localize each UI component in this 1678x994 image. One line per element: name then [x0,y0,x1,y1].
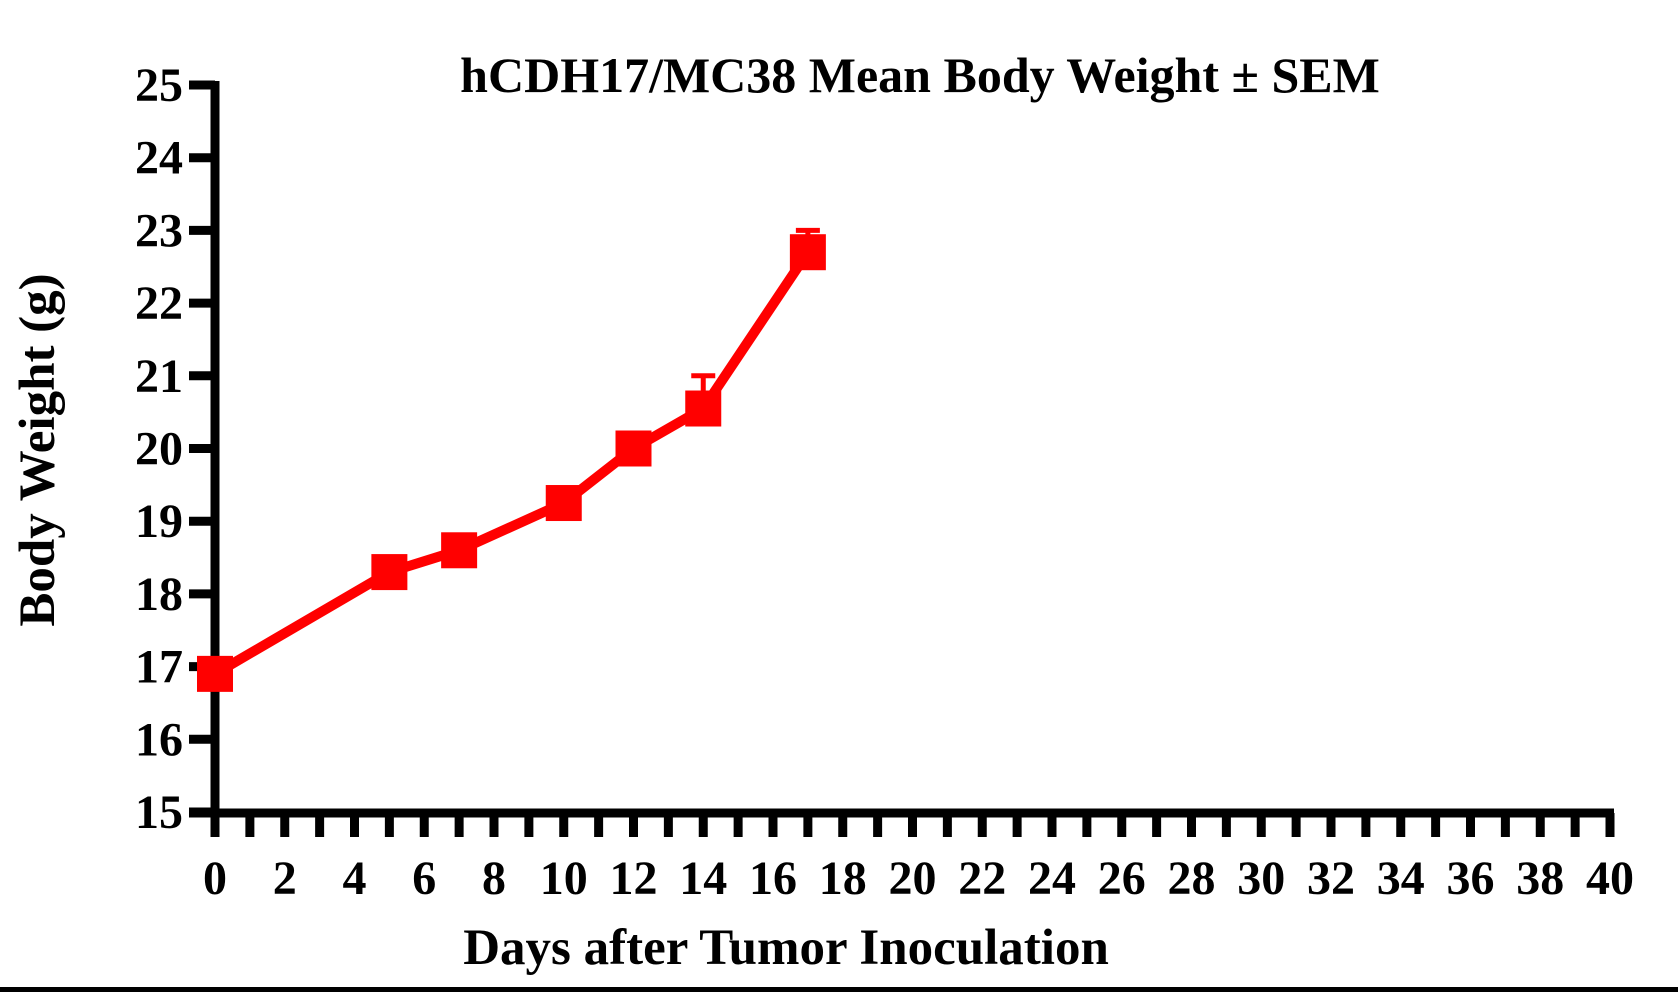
x-tick-label: 34 [1377,852,1425,905]
y-axis-title: Body Weight (g) [10,273,66,626]
x-tick-label: 2 [273,852,297,905]
bottom-border-rule [0,987,1678,992]
data-point-marker [615,430,652,467]
x-tick-label: 22 [958,852,1006,905]
y-tick-label: 25 [135,59,183,112]
data-point-marker [789,234,826,271]
x-tick-label: 8 [482,852,506,905]
y-tick-label: 24 [135,132,183,185]
y-tick-label: 17 [135,641,183,694]
y-tick-label: 15 [135,786,183,839]
x-tick-label: 20 [889,852,937,905]
y-tick-label: 16 [135,713,183,766]
x-tick-label: 26 [1098,852,1146,905]
data-point-marker [197,655,233,692]
x-tick-label: 0 [203,852,227,905]
x-tick-label: 28 [1168,852,1216,905]
data-point-marker [545,485,582,522]
data-point-marker [685,390,722,427]
x-tick-label: 24 [1028,852,1076,905]
y-tick-label: 23 [135,204,183,257]
y-tick-label: 19 [135,495,183,548]
series-line [212,249,813,679]
chart-title: hCDH17/MC38 Mean Body Weight ± SEM [460,47,1380,103]
data-point-marker [441,532,478,569]
x-tick-label: 38 [1516,852,1564,905]
x-tick-label: 40 [1586,852,1634,905]
x-tick-label: 18 [819,852,867,905]
y-tick-label: 22 [135,277,183,330]
x-tick-label: 36 [1447,852,1495,905]
x-tick-label: 30 [1237,852,1285,905]
data-point-marker [371,554,408,591]
y-tick-label: 18 [135,568,183,621]
x-tick-label: 12 [610,852,658,905]
x-tick-label: 16 [749,852,797,905]
y-tick-label: 20 [135,423,183,476]
x-axis-title: Days after Tumor Inoculation [463,920,1109,976]
x-tick-label: 4 [343,852,367,905]
x-tick-label: 10 [540,852,588,905]
x-tick-label: 32 [1307,852,1355,905]
y-tick-label: 21 [135,350,183,403]
x-tick-label: 6 [412,852,436,905]
x-tick-label: 14 [679,852,727,905]
